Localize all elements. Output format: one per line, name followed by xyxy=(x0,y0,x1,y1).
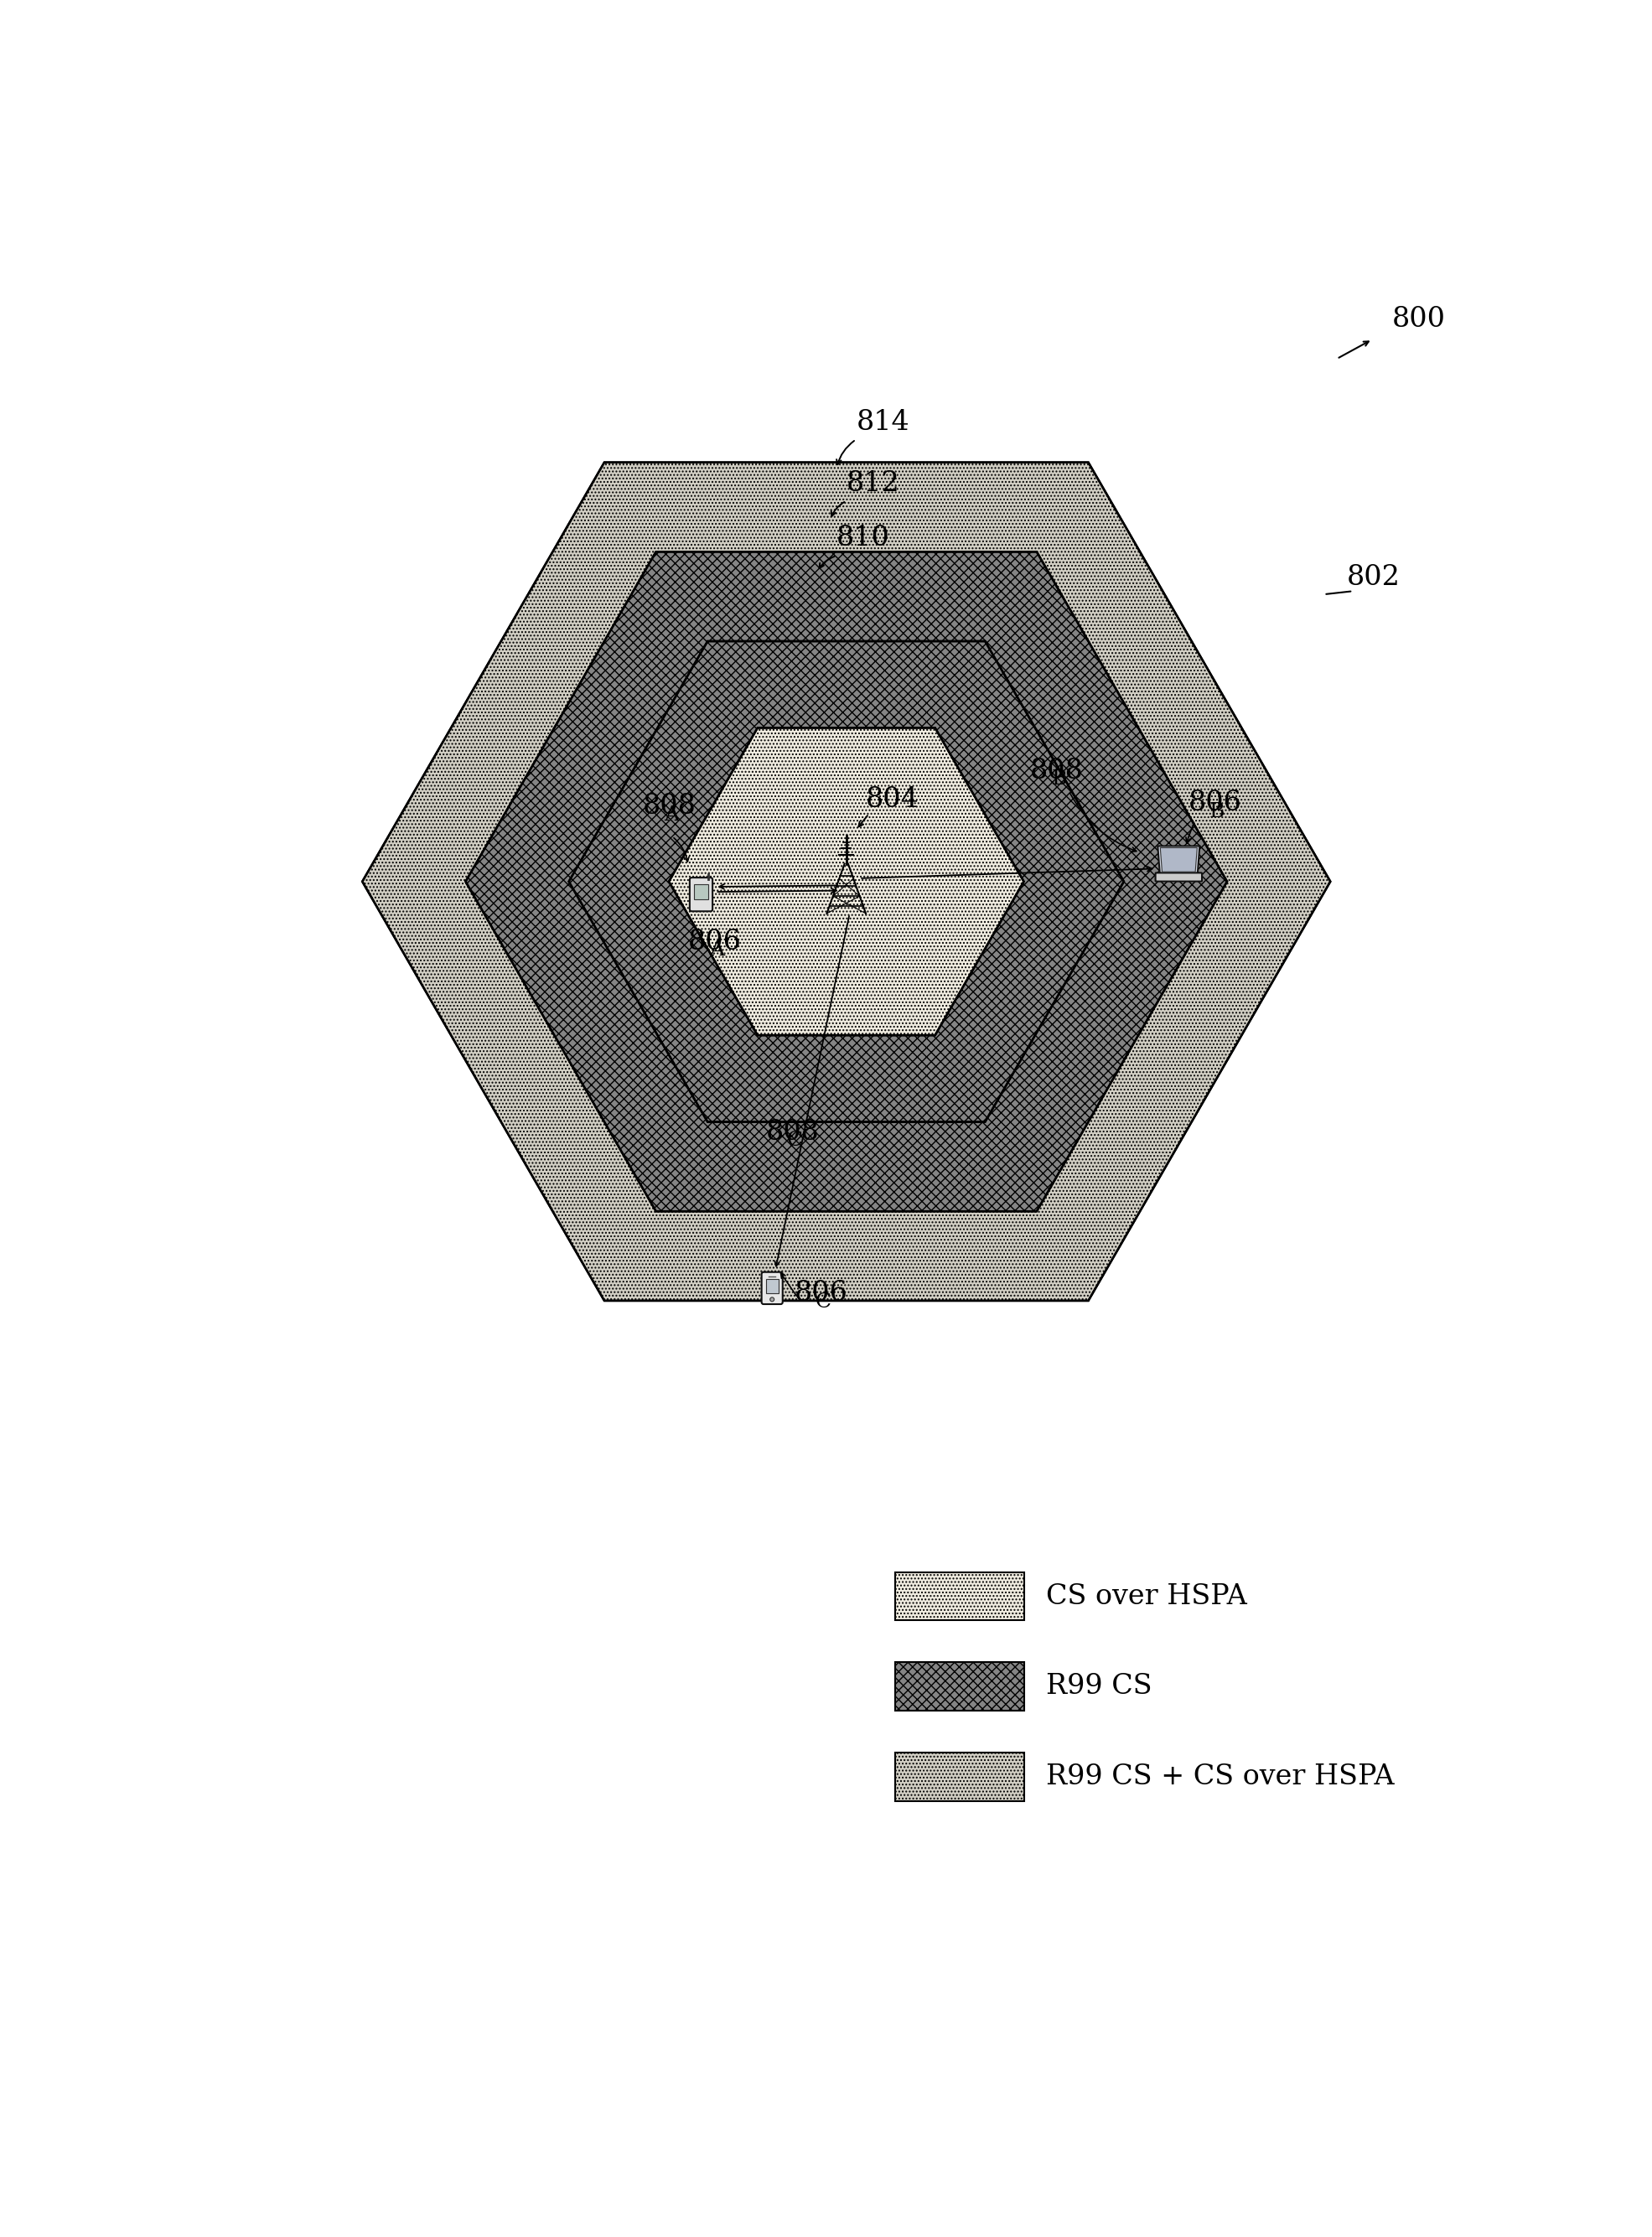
Text: 808: 808 xyxy=(765,1118,819,1145)
Text: 800: 800 xyxy=(1391,306,1446,333)
Bar xyxy=(765,1280,778,1293)
Polygon shape xyxy=(1160,848,1198,872)
Text: 812: 812 xyxy=(846,470,900,497)
Text: 806: 806 xyxy=(795,1280,847,1306)
Text: A: A xyxy=(709,942,724,960)
Text: 810: 810 xyxy=(836,526,890,553)
Text: B: B xyxy=(1209,801,1224,821)
Polygon shape xyxy=(669,727,1024,1036)
FancyBboxPatch shape xyxy=(1155,872,1203,881)
FancyBboxPatch shape xyxy=(762,1273,783,1304)
Polygon shape xyxy=(466,553,1227,1210)
Text: B: B xyxy=(1051,770,1067,790)
Text: R99 CS + CS over HSPA: R99 CS + CS over HSPA xyxy=(1046,1763,1394,1790)
Polygon shape xyxy=(568,642,1123,1123)
Polygon shape xyxy=(362,463,1330,1300)
Text: 802: 802 xyxy=(1346,564,1399,591)
Text: 814: 814 xyxy=(856,409,909,436)
Text: 804: 804 xyxy=(866,787,919,814)
Text: 806: 806 xyxy=(1188,790,1242,817)
Bar xyxy=(895,1754,1024,1801)
Text: C: C xyxy=(786,1132,803,1150)
Text: A: A xyxy=(664,805,679,825)
Text: 808: 808 xyxy=(1031,758,1084,785)
Polygon shape xyxy=(1158,846,1199,872)
FancyBboxPatch shape xyxy=(689,877,712,910)
Bar xyxy=(694,884,709,899)
Polygon shape xyxy=(466,553,1227,1210)
Circle shape xyxy=(770,1297,775,1302)
Text: 808: 808 xyxy=(643,792,697,819)
Text: R99 CS: R99 CS xyxy=(1046,1673,1153,1700)
Bar xyxy=(895,1573,1024,1620)
Text: CS over HSPA: CS over HSPA xyxy=(1046,1584,1247,1611)
Bar xyxy=(895,1662,1024,1711)
Text: 806: 806 xyxy=(689,928,742,955)
Text: C: C xyxy=(816,1293,831,1311)
Polygon shape xyxy=(669,727,1024,1036)
Polygon shape xyxy=(568,642,1123,1123)
